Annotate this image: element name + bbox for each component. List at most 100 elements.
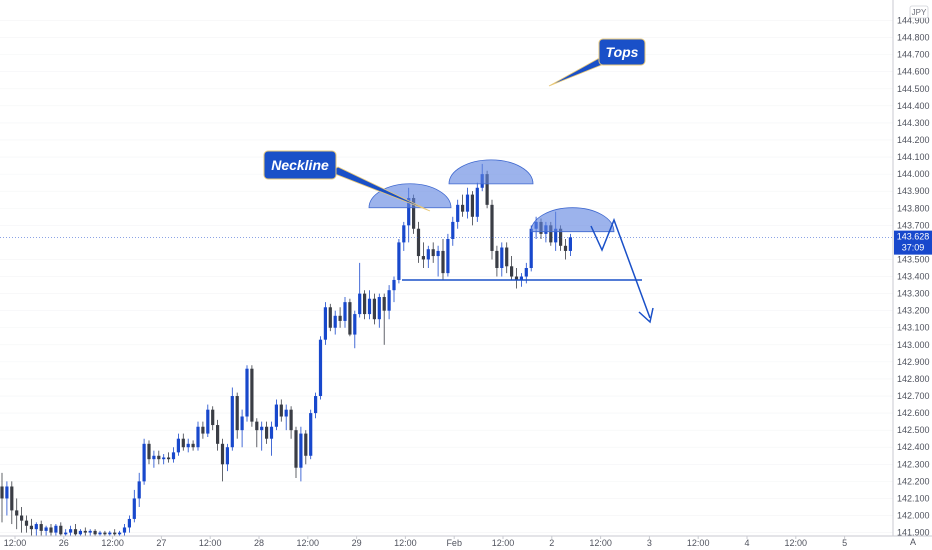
candle-39 (191, 440, 195, 451)
neckline-callout: Neckline (263, 150, 431, 212)
candle-72 (353, 310, 357, 349)
candle-8 (39, 520, 43, 536)
candle-16 (78, 529, 82, 536)
y-tick-label-27: 144.700 (897, 50, 930, 60)
countdown-value: 37:09 (902, 243, 925, 253)
candle-40 (196, 421, 200, 451)
candle-11 (54, 524, 58, 536)
candle-24 (118, 530, 122, 536)
candle-26 (127, 515, 131, 533)
x-tick-label-13: 3 (647, 538, 652, 548)
candle-4 (20, 506, 24, 533)
candle-44 (216, 419, 220, 451)
candle-28 (137, 472, 141, 507)
candle-89 (436, 245, 440, 277)
candle-62 (304, 430, 308, 465)
candle-102 (500, 242, 504, 277)
currency-label: JPY (912, 8, 927, 17)
y-tick-label-24: 144.400 (897, 101, 930, 111)
candle-10 (49, 524, 53, 536)
candle-51 (250, 365, 254, 427)
candle-30 (147, 440, 151, 465)
tops-callout: Tops (548, 38, 646, 87)
candle-52 (255, 418, 259, 448)
candle-101 (495, 245, 499, 277)
candle-32 (157, 450, 161, 465)
y-tick-label-7: 142.600 (897, 408, 930, 418)
y-tick-label-0: 141.900 (897, 528, 930, 538)
candle-97 (475, 182, 479, 222)
candle-59 (289, 406, 293, 439)
candle-64 (314, 392, 318, 419)
y-tick-label-28: 144.800 (897, 33, 930, 43)
candle-18 (88, 529, 92, 536)
candle-74 (363, 290, 367, 320)
x-tick-label-0: 12:00 (4, 538, 27, 548)
x-tick-label-15: 4 (744, 538, 749, 548)
candle-49 (240, 409, 244, 448)
candle-70 (343, 297, 347, 328)
y-tick-label-18: 143.800 (897, 203, 930, 213)
y-tick-label-16: 143.500 (897, 254, 930, 264)
candle-65 (318, 336, 323, 400)
candle-100 (490, 199, 494, 260)
candle-85 (416, 221, 421, 263)
candle-41 (201, 421, 205, 439)
candle-36 (176, 433, 180, 456)
candle-76 (372, 293, 376, 325)
chart-grid (0, 20, 893, 533)
candle-69 (338, 307, 342, 328)
candle-19 (93, 529, 97, 536)
time-axis[interactable]: 12:00 26 12:00 27 12:00 28 12:00 29 12:00 Feb 12:0… (0, 535, 932, 550)
y-tick-label-23: 144.300 (897, 118, 930, 128)
candle-63 (309, 409, 313, 460)
candle-54 (265, 421, 269, 444)
y-tick-label-5: 142.400 (897, 442, 930, 452)
candle-42 (206, 404, 210, 437)
x-tick-label-2: 12:00 (101, 538, 124, 548)
top-arc-1 (448, 159, 534, 185)
candle-5 (24, 515, 29, 533)
candle-13 (64, 529, 68, 536)
x-tick-label-14: 12:00 (687, 538, 710, 548)
candle-53 (260, 421, 264, 451)
x-tick-label-10: 12:00 (492, 538, 515, 548)
candle-91 (446, 233, 450, 277)
y-tick-label-2: 142.100 (897, 493, 930, 503)
y-tick-label-26: 144.600 (897, 67, 930, 77)
auto-scale-icon[interactable]: A (910, 537, 916, 547)
candle-93 (456, 199, 460, 229)
x-tick-label-8: 12:00 (394, 538, 417, 548)
candle-104 (510, 256, 514, 280)
y-tick-label-9: 142.800 (897, 374, 930, 384)
x-tick-label-4: 12:00 (199, 538, 222, 548)
y-tick-label-20: 144.000 (897, 169, 930, 179)
currency-badge: JPY (909, 5, 929, 19)
x-tick-label-17: 5 (842, 538, 847, 548)
candle-14 (69, 525, 73, 536)
y-tick-label-1: 142.000 (897, 511, 930, 521)
candle-22 (108, 530, 112, 536)
candle-7 (34, 522, 38, 536)
y-tick-label-13: 143.200 (897, 306, 930, 316)
x-tick-label-1: 26 (59, 538, 69, 548)
top-arc-0 (368, 183, 452, 209)
y-tick-label-22: 144.200 (897, 135, 930, 145)
candle-116 (568, 233, 572, 257)
candle-68 (333, 310, 337, 335)
candle-47 (230, 387, 234, 451)
candle-23 (113, 529, 117, 536)
candle-3 (15, 498, 19, 530)
candle-56 (274, 399, 278, 431)
candle-34 (167, 452, 171, 463)
candle-1 (5, 481, 9, 516)
candle-31 (152, 450, 156, 468)
y-tick-label-8: 142.700 (897, 391, 930, 401)
candle-2 (10, 481, 14, 525)
candle-103 (505, 242, 509, 274)
top-arc-2 (530, 207, 615, 233)
candle-0 (0, 472, 4, 523)
candle-21 (103, 530, 107, 536)
price-axis[interactable]: 141.900 142.000 142.100 142.200 142.300 142.4… (892, 0, 932, 550)
